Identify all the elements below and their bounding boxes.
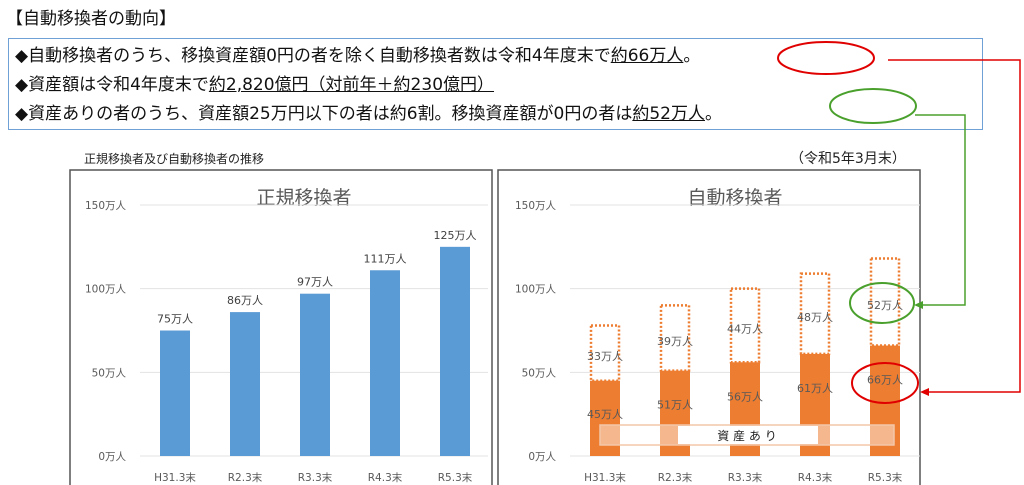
data-label: 52万人	[867, 299, 903, 312]
arrow-head-red	[920, 388, 929, 396]
data-label: 111万人	[364, 252, 407, 265]
x-tick-label: R2.3末	[228, 471, 263, 484]
y-tick-label: 100万人	[85, 284, 127, 296]
y-tick-label: 0万人	[528, 451, 556, 463]
bar	[160, 330, 190, 456]
data-label: 125万人	[434, 229, 477, 242]
data-label: 66万人	[867, 374, 903, 387]
connector-red	[888, 59, 1021, 393]
x-tick-label: H31.3末	[154, 471, 196, 484]
date-note: （令和5年3月末）	[790, 151, 906, 167]
data-label: 48万人	[797, 311, 833, 324]
x-tick-label: H31.3末	[584, 471, 626, 484]
arrow-head-green	[914, 301, 923, 309]
y-tick-label: 150万人	[515, 200, 557, 212]
summary-text: 。	[683, 46, 701, 66]
bar	[440, 246, 470, 456]
x-tick-label: R4.3末	[798, 471, 833, 484]
summary-text: 。	[704, 104, 722, 124]
bar	[370, 270, 400, 456]
chart-title: 正規移換者	[256, 187, 351, 209]
summary-highlight: 約2,820億円（対前年＋約230億円）	[208, 75, 495, 95]
x-tick-label: R3.3末	[298, 471, 333, 484]
data-label: 45万人	[587, 408, 623, 421]
data-label: 97万人	[297, 276, 333, 289]
data-label: 33万人	[587, 350, 623, 363]
x-tick-label: R5.3末	[438, 471, 473, 484]
data-label: 61万人	[797, 382, 833, 395]
data-label: 51万人	[657, 399, 693, 412]
summary-text: ◆資産額は令和4年度末で	[15, 75, 209, 95]
highlight-circle-red	[777, 41, 875, 75]
x-tick-label: R4.3末	[368, 471, 403, 484]
bar-zero-assets	[869, 257, 901, 347]
x-tick-label: R5.3末	[868, 471, 903, 484]
y-tick-label: 0万人	[98, 451, 126, 463]
x-tick-label: R2.3末	[658, 471, 693, 484]
y-tick-label: 150万人	[85, 200, 127, 212]
data-label: 86万人	[227, 294, 263, 307]
summary-line-3: ◆資産ありの者のうち、資産額25万円以下の者は約6割。移換資産額が0円の者は約5…	[15, 100, 982, 129]
connector-green	[915, 114, 966, 306]
heading: 【自動移換者の動向】	[6, 9, 176, 29]
data-label: 75万人	[157, 313, 193, 326]
data-label: 39万人	[657, 335, 693, 348]
bar-zero-assets	[659, 304, 691, 372]
x-tick-label: R3.3末	[728, 471, 763, 484]
summary-text: ◆資産ありの者のうち、資産額25万円以下の者は約6割。移換資産額が0円の者は	[15, 104, 633, 124]
summary-box: ◆自動移換者のうち、移換資産額0円の者を除く自動移換者数は令和4年度末で約66万…	[8, 38, 983, 130]
highlight-circle-red	[851, 362, 919, 404]
bar-with-assets	[590, 380, 620, 456]
highlight-circle-green	[849, 282, 915, 324]
summary-highlight: 約66万人	[610, 46, 684, 66]
bar-zero-assets	[799, 272, 831, 356]
summary-line-1: ◆自動移換者のうち、移換資産額0円の者を除く自動移換者数は令和4年度末で約66万…	[15, 42, 982, 71]
bar	[230, 312, 260, 456]
summary-text: ◆自動移換者のうち、移換資産額0円の者を除く自動移換者数は令和4年度末で	[15, 46, 611, 66]
data-label: 56万人	[727, 390, 763, 403]
chart-title: 自動移換者	[687, 187, 782, 209]
bar-zero-assets	[589, 324, 621, 382]
summary-highlight: 約52万人	[632, 104, 705, 124]
bar	[300, 293, 330, 456]
highlight-circle-green	[829, 88, 917, 124]
annotation-label: 資 産 あ り	[717, 428, 776, 443]
bar-zero-assets	[729, 287, 761, 364]
chart-subtitle: 正規移換者及び自動移換者の推移	[84, 152, 265, 166]
annotation-bg	[678, 426, 818, 444]
data-label: 44万人	[727, 322, 763, 335]
y-tick-label: 50万人	[92, 367, 127, 379]
summary-line-2: ◆資産額は令和4年度末で約2,820億円（対前年＋約230億円）	[15, 71, 982, 100]
chart-frame	[69, 169, 493, 485]
y-tick-label: 100万人	[515, 284, 557, 296]
y-tick-label: 50万人	[522, 367, 557, 379]
